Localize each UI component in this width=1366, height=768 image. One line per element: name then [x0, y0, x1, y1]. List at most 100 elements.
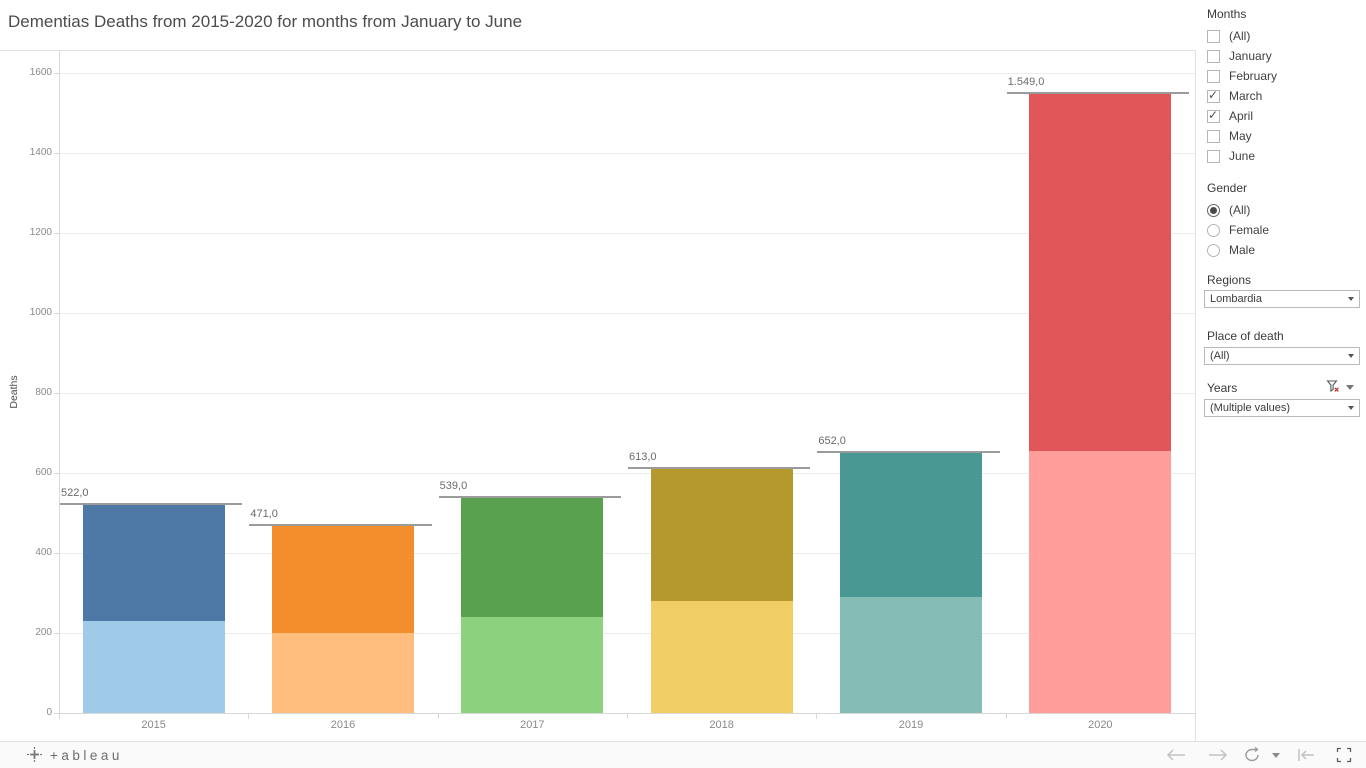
y-tick-label-800: 800 [35, 387, 52, 398]
years-filter-title: Years [1207, 381, 1238, 395]
gridline-1600 [59, 72, 1195, 74]
tableau-wordmark[interactable]: +ableau [50, 747, 123, 763]
x-tick-label-2018: 2018 [709, 719, 734, 731]
radio-icon[interactable] [1207, 243, 1220, 257]
y-tick-label-1600: 1600 [29, 67, 52, 78]
y-tick-label-1200: 1200 [29, 227, 52, 238]
y-axis-line [59, 50, 60, 713]
checkbox-icon[interactable] [1207, 29, 1220, 43]
revert-all-button[interactable] [1292, 745, 1320, 765]
months-option-all[interactable]: (All) [1204, 27, 1362, 45]
years-dropdown-value: (Multiple values) [1210, 402, 1291, 414]
months-option-label: May [1229, 129, 1252, 143]
regions-dropdown[interactable]: Lombardia [1204, 290, 1360, 308]
gender-option-label: (All) [1229, 203, 1251, 217]
bar-2016-lower-segment[interactable] [272, 633, 414, 713]
gender-option-label: Male [1229, 243, 1256, 257]
months-option-label: (All) [1229, 29, 1251, 43]
stacked-bar-chart: 0 200 400 600 800 1000 1200 1400 1600 522,0 2015 47… [29, 50, 1196, 731]
fullscreen-button[interactable] [1330, 745, 1358, 765]
x-tick-label-2019: 2019 [898, 719, 924, 731]
radio-icon[interactable] [1207, 203, 1220, 217]
y-axis-tick-800 [54, 392, 59, 394]
dropdown-caret-icon [1348, 297, 1354, 301]
y-axis-tick-1600 [54, 72, 59, 74]
gender-filter-title: Gender [1207, 181, 1248, 195]
undo-button[interactable] [1162, 745, 1190, 765]
months-option-label: March [1229, 89, 1263, 103]
y-axis-tick-1400 [54, 152, 59, 154]
bar-2019-upper-segment[interactable] [840, 452, 982, 597]
bar-2019-lower-segment[interactable] [840, 597, 982, 713]
y-axis-tick-1200 [54, 232, 59, 234]
total-label-2016: 471,0 [250, 507, 278, 520]
total-label-2019: 652,0 [818, 435, 846, 448]
bar-2015-lower-segment[interactable] [82, 621, 225, 713]
months-option-february[interactable]: February [1204, 67, 1362, 85]
gridline-600 [59, 472, 1195, 474]
y-tick-label-1000: 1000 [29, 307, 52, 318]
tableau-logo-icon[interactable] [27, 747, 42, 762]
reference-line-2019 [817, 451, 1000, 454]
years-menu-caret-icon[interactable] [1346, 385, 1354, 390]
title-divider [0, 50, 1196, 51]
bar-2018-lower-segment[interactable] [650, 601, 793, 713]
y-axis-tick-400 [54, 552, 59, 554]
months-option-label: February [1229, 69, 1278, 83]
bar-2020-lower-segment[interactable] [1029, 451, 1172, 713]
checkbox-icon[interactable] [1207, 69, 1220, 83]
y-axis-tick-200 [54, 632, 59, 634]
replay-icon [1245, 747, 1259, 762]
x-axis-tick [816, 713, 818, 719]
gender-option-all[interactable]: (All) [1204, 201, 1362, 219]
months-option-june[interactable]: June [1204, 147, 1362, 165]
total-label-2018: 613,0 [629, 450, 657, 463]
gridline-400 [59, 552, 1195, 554]
gender-option-label: Female [1229, 223, 1270, 237]
checkbox-icon[interactable] [1207, 49, 1220, 63]
years-dropdown[interactable]: (Multiple values) [1204, 399, 1360, 417]
reference-line-2018 [628, 466, 811, 469]
months-option-may[interactable]: May [1204, 127, 1362, 145]
bar-2015-upper-segment[interactable] [82, 504, 225, 621]
place-of-death-dropdown[interactable]: (All) [1204, 347, 1360, 365]
radio-icon[interactable] [1207, 223, 1220, 237]
x-axis-tick [1195, 713, 1196, 719]
clear-filter-icon[interactable] [1326, 379, 1340, 393]
replay-menu-button[interactable] [1268, 745, 1284, 765]
bar-2020-upper-segment[interactable] [1029, 93, 1172, 451]
reference-line-2017 [438, 496, 621, 499]
sheet-title: Dementias Deaths from 2015-2020 for mont… [8, 12, 523, 31]
bar-2017-upper-segment[interactable] [461, 497, 604, 617]
bar-2018-upper-segment[interactable] [650, 467, 793, 601]
months-option-january[interactable]: January [1204, 47, 1362, 65]
undo-arrow-icon [1166, 749, 1185, 761]
bar-2016-upper-segment[interactable] [272, 524, 414, 633]
checkbox-icon[interactable] [1207, 129, 1220, 143]
gender-option-female[interactable]: Female [1204, 221, 1362, 239]
y-tick-label-1400: 1400 [29, 147, 52, 158]
months-option-march[interactable]: March [1204, 87, 1362, 105]
months-option-april[interactable]: April [1204, 107, 1362, 125]
gender-option-male[interactable]: Male [1204, 241, 1362, 259]
x-axis-tick [248, 713, 250, 719]
checkbox-icon[interactable] [1207, 108, 1220, 123]
x-tick-label-2017: 2017 [520, 719, 545, 731]
redo-arrow-icon [1209, 749, 1228, 761]
gridline-1400 [59, 152, 1195, 154]
redo-button[interactable] [1204, 745, 1232, 765]
reference-line-2020 [1006, 92, 1189, 95]
checkbox-icon[interactable] [1207, 88, 1220, 103]
panel-divider [1195, 50, 1196, 741]
replay-menu-caret-icon [1272, 752, 1280, 758]
x-axis-tick [1005, 713, 1007, 719]
replay-button[interactable] [1238, 745, 1266, 765]
y-tick-label-200: 200 [35, 627, 52, 638]
gridline-200 [59, 632, 1195, 634]
reference-line-2015 [60, 503, 243, 506]
x-tick-label-2015: 2015 [141, 719, 166, 731]
gridline-1000 [59, 312, 1195, 314]
checkbox-icon[interactable] [1207, 149, 1220, 163]
bar-2017-lower-segment[interactable] [461, 617, 604, 713]
total-label-2020: 1.549,0 [1007, 76, 1045, 89]
